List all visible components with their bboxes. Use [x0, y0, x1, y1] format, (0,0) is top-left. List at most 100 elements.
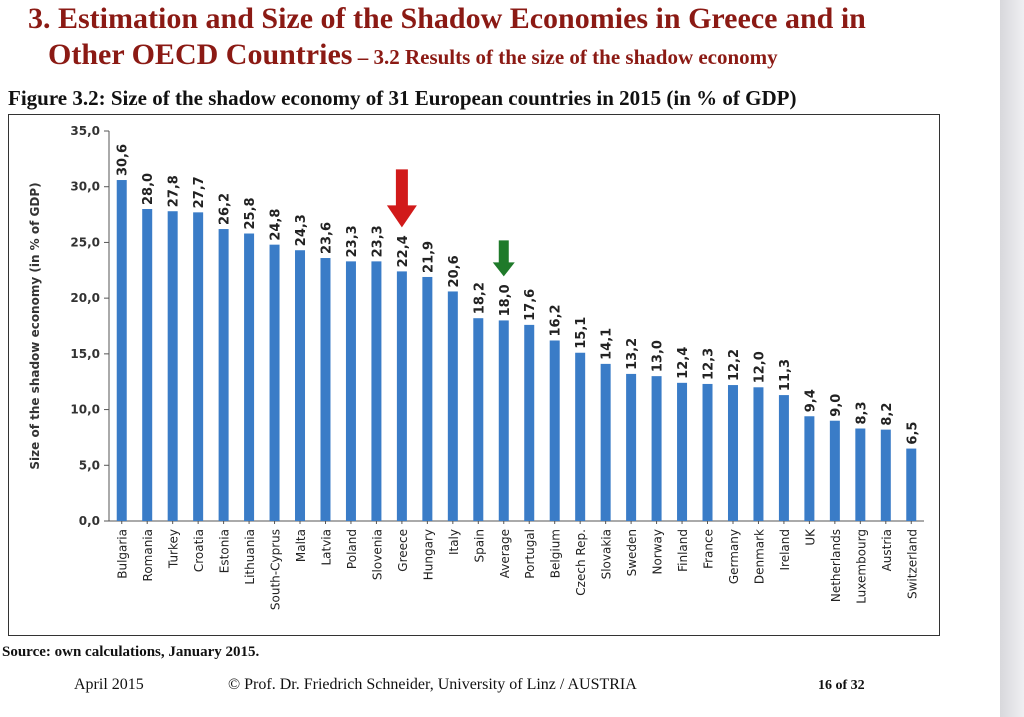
footer-date: April 2015: [74, 676, 144, 693]
bar: [575, 352, 586, 521]
data-label: 16,2: [549, 304, 564, 336]
y-tick-label: 0,0: [79, 514, 100, 528]
bar: [244, 233, 255, 521]
x-tick-label: Portugal: [523, 529, 537, 579]
data-label: 18,0: [498, 284, 513, 316]
x-tick-label: Finland: [676, 529, 690, 572]
bar: [269, 244, 280, 521]
x-tick-label: Germany: [727, 529, 741, 584]
x-tick-label: Norway: [651, 529, 665, 575]
bar: [626, 373, 637, 521]
y-tick-label: 20,0: [70, 291, 100, 305]
x-tick-label: Croatia: [192, 529, 206, 572]
bar: [498, 320, 509, 521]
footer-page-number: 16 of 32: [818, 678, 865, 693]
chart-frame: 0,0 5,0 10,0 15,0 20,0 25,0 30,0 35,0 Size of th…: [8, 114, 940, 636]
x-tick-label: Romania: [141, 529, 155, 581]
bar: [422, 276, 433, 521]
y-tick-label: 15,0: [70, 347, 100, 361]
data-label: 27,8: [167, 175, 182, 207]
bar: [371, 261, 382, 521]
x-tick-label: France: [702, 529, 716, 569]
x-tick-label: Sweden: [625, 529, 639, 576]
bar: [753, 387, 764, 521]
data-label: 27,7: [192, 176, 207, 208]
bar: [880, 429, 891, 521]
data-label: 8,2: [880, 403, 895, 426]
data-label: 23,3: [345, 225, 360, 257]
bar: [727, 385, 738, 521]
x-tick-label: Latvia: [319, 529, 333, 566]
data-label: 26,2: [218, 193, 233, 225]
arrow-greece: [386, 169, 417, 228]
data-label: 23,3: [370, 225, 385, 257]
bar: [320, 258, 331, 521]
data-label: 15,1: [574, 317, 589, 349]
bar: [447, 291, 458, 521]
x-tick-label: Lithuania: [243, 529, 257, 585]
x-tick-label: Slovakia: [600, 529, 614, 579]
y-tick-label: 25,0: [70, 235, 100, 249]
bar: [906, 448, 917, 521]
bar: [193, 212, 204, 521]
x-tick-label: Belgium: [549, 529, 563, 578]
bar: [473, 318, 484, 521]
x-tick-label: Average: [498, 529, 512, 578]
x-tick-label: Malta: [294, 529, 308, 562]
data-label: 12,2: [727, 349, 742, 381]
x-tick-label: Spain: [472, 529, 486, 563]
x-tick-label: UK: [803, 528, 817, 546]
slide: 3. Estimation and Size of the Shadow Eco…: [0, 0, 1000, 717]
data-label: 14,1: [600, 328, 615, 360]
x-tick-label: Luxembourg: [854, 529, 868, 604]
data-label: 25,8: [243, 197, 258, 229]
bar-chart: 0,0 5,0 10,0 15,0 20,0 25,0 30,0 35,0 Size of th…: [28, 124, 924, 610]
bar: [396, 271, 407, 521]
data-label: 13,2: [625, 338, 640, 370]
data-label: 11,3: [778, 359, 793, 391]
data-label: 12,3: [702, 348, 717, 380]
y-tick-label: 35,0: [70, 124, 100, 138]
data-label: 24,3: [294, 214, 309, 246]
data-label: 12,0: [752, 351, 767, 383]
data-label: 9,4: [803, 389, 818, 412]
x-tick-label: Bulgaria: [116, 529, 130, 579]
bar: [829, 420, 840, 521]
data-label: 23,6: [319, 222, 334, 254]
bar: [116, 180, 127, 521]
data-label: 24,8: [269, 209, 284, 241]
x-tick-label: Estonia: [218, 529, 232, 573]
y-tick-label: 10,0: [70, 403, 100, 417]
bar: [855, 428, 866, 521]
bar: [167, 211, 178, 521]
data-label: 9,0: [829, 394, 844, 417]
bar: [295, 250, 306, 521]
x-tick-label: Hungary: [421, 529, 435, 580]
slide-title-line-2: Other OECD Countries – 3.2 Results of th…: [48, 38, 778, 72]
x-tick-label: Austria: [880, 529, 894, 571]
arrow-average: [492, 240, 515, 277]
slide-title-sub: – 3.2 Results of the size of the shadow …: [352, 45, 778, 69]
bar: [702, 383, 713, 521]
x-tick-label: Czech Rep.: [574, 529, 588, 596]
x-tick-label: Greece: [396, 529, 410, 572]
bar: [524, 324, 535, 521]
x-tick-label: Slovenia: [370, 529, 384, 580]
data-label: 17,6: [523, 289, 538, 321]
slide-title-line-1: 3. Estimation and Size of the Shadow Eco…: [28, 2, 866, 35]
x-tick-label: Denmark: [752, 529, 766, 584]
data-label: 12,4: [676, 347, 691, 379]
data-label: 22,4: [396, 235, 411, 267]
y-axis-title: Size of the shadow economy (in % of GDP): [28, 182, 42, 469]
bar: [677, 382, 688, 521]
data-label: 28,0: [141, 173, 156, 205]
bar: [778, 395, 789, 521]
bar: [218, 229, 229, 522]
x-tick-label: Poland: [345, 529, 359, 569]
x-tick-label: Italy: [447, 529, 461, 555]
x-tick-label: Netherlands: [829, 529, 843, 602]
bar: [142, 209, 153, 521]
data-label: 13,0: [651, 340, 666, 372]
x-tick-label: Ireland: [778, 529, 792, 571]
background-edge: [1000, 0, 1024, 717]
